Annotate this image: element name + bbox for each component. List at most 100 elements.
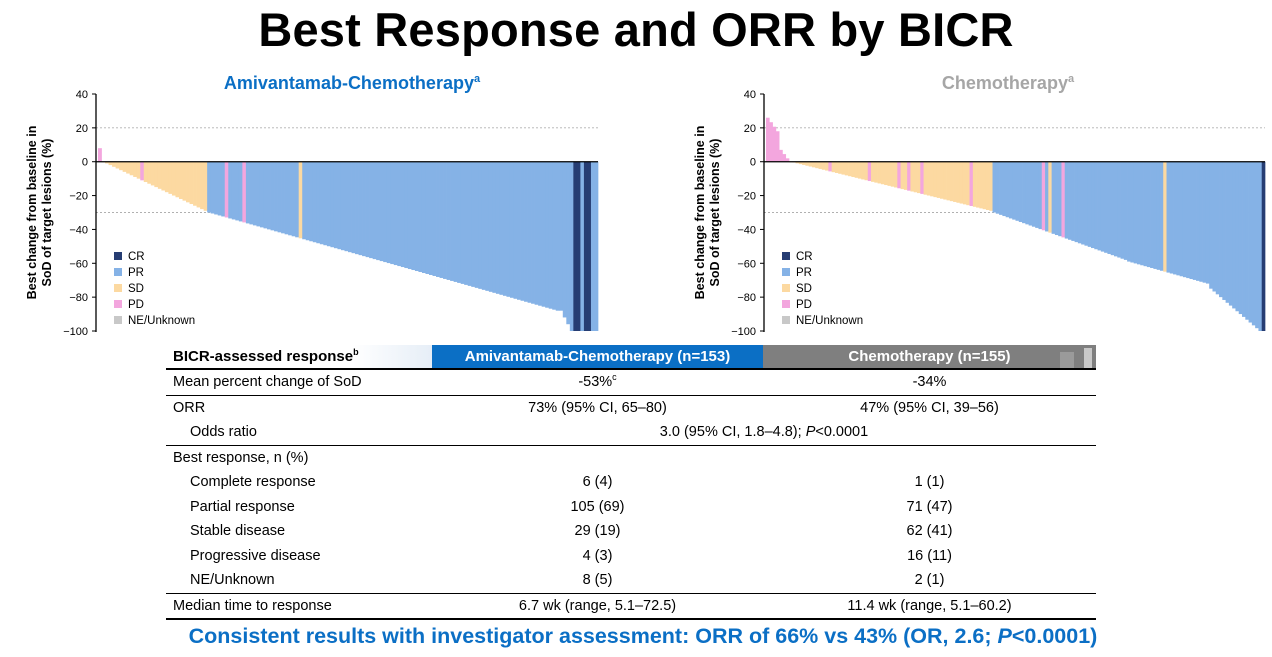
waterfall-bar (1015, 161, 1020, 221)
waterfall-bar (867, 161, 872, 182)
waterfall-bar (1012, 161, 1016, 220)
waterfall-bar (555, 161, 560, 311)
waterfall-bar (1045, 161, 1049, 232)
legend-swatch (782, 252, 790, 260)
waterfall-bar (1087, 161, 1092, 247)
waterfall-bar (531, 161, 535, 304)
waterfall-bar (1048, 161, 1052, 233)
waterfall-bar (231, 161, 236, 220)
waterfall-bar (376, 161, 381, 261)
legend-label: NE/Unknown (796, 315, 863, 327)
waterfall-bar (1153, 161, 1158, 269)
waterfall-bar (1146, 161, 1151, 268)
waterfall-bar (1176, 161, 1180, 276)
waterfall-bar (481, 161, 486, 290)
y-tick-label: −20 (69, 191, 88, 203)
y-tick-label: 40 (76, 89, 88, 101)
waterfall-bar (351, 161, 356, 254)
waterfall-bar (344, 161, 349, 252)
waterfall-bar (897, 161, 901, 189)
waterfall-bar (1189, 161, 1194, 280)
waterfall-bar (818, 161, 823, 169)
header-response-label: BICR-assessed responseb (166, 345, 432, 370)
cell-chemotherapy: 62 (41) (906, 523, 953, 539)
waterfall-bar (509, 161, 514, 298)
slide-title: Best Response and ORR by BICR (258, 3, 1014, 56)
waterfall-bar (411, 161, 416, 271)
waterfall-bar (203, 161, 208, 211)
waterfall-bar (851, 161, 855, 178)
cell-chemotherapy: 16 (11) (907, 547, 952, 564)
waterfall-bar (460, 161, 465, 284)
waterfall-bar (1064, 161, 1069, 239)
waterfall-bar (393, 161, 398, 266)
waterfall-bar (966, 161, 970, 206)
waterfall-bar (1005, 161, 1010, 218)
waterfall-bar (189, 161, 194, 205)
waterfall-bar (594, 161, 599, 331)
waterfall-bar (207, 161, 212, 213)
waterfall-bar (1008, 161, 1013, 219)
waterfall-bar (513, 161, 518, 299)
waterfall-bar (821, 161, 826, 170)
waterfall-bar (949, 161, 954, 202)
waterfall-bar (838, 161, 842, 174)
cell-amivantamab (432, 445, 763, 470)
waterfall-bar (1251, 161, 1256, 326)
waterfall-bar (1242, 161, 1246, 317)
waterfall-bar (453, 161, 458, 282)
waterfall-bar (880, 161, 885, 185)
waterfall-bar (989, 161, 993, 211)
response-table: BICR-assessed responseb Amivantamab-Chem… (166, 345, 1096, 620)
waterfall-bar (214, 161, 219, 215)
waterfall-bar (1035, 161, 1039, 228)
waterfall-bar (576, 161, 581, 331)
waterfall-bar (365, 161, 370, 258)
table-row: Stable disease 29 (19) 62 (41) (166, 519, 1096, 544)
waterfall-bar (245, 161, 250, 224)
waterfall-bar (848, 161, 852, 177)
waterfall-bar (1113, 161, 1118, 257)
y-tick-label: −60 (737, 258, 756, 270)
cell-chemotherapy (763, 445, 1096, 470)
waterfall-bar (1199, 161, 1203, 282)
y-tick-label: −100 (731, 326, 756, 338)
table-row: NE/Unknown 8 (5) 2 (1) (166, 568, 1096, 594)
waterfall-bar (802, 161, 806, 165)
waterfall-bar (355, 161, 359, 255)
waterfall-bar (348, 161, 352, 253)
waterfall-bar (467, 161, 472, 286)
waterfall-bar (1186, 161, 1190, 279)
waterfall-bar (785, 158, 790, 162)
waterfall-bar (238, 161, 243, 222)
waterfall-bar (362, 161, 366, 257)
waterfall-bar (386, 161, 391, 264)
waterfall-bar (443, 161, 447, 279)
waterfall-bar (1025, 161, 1029, 225)
waterfall-bar (492, 161, 497, 293)
waterfall-bar (122, 161, 127, 172)
waterfall-bar (263, 161, 268, 229)
legend-label: CR (796, 251, 813, 263)
row-label: Complete response (190, 474, 316, 490)
waterfall-bar (1074, 161, 1079, 243)
waterfall-bar (242, 161, 247, 223)
waterfall-bar (439, 161, 444, 278)
waterfall-bar (1120, 161, 1125, 259)
waterfall-bar (939, 161, 944, 199)
waterfall-bar (182, 161, 187, 201)
waterfall-bar (995, 161, 1000, 214)
waterfall-bar (795, 161, 800, 164)
waterfall-bar (161, 161, 166, 191)
waterfall-bar (587, 161, 592, 331)
waterfall-bar (400, 161, 405, 268)
waterfall-bar (291, 161, 296, 237)
waterfall-bar (1182, 161, 1187, 278)
waterfall-bar (772, 126, 777, 162)
waterfall-bar (527, 161, 532, 303)
waterfall-bar (1117, 161, 1121, 258)
waterfall-bar (923, 161, 928, 195)
waterfall-bar (979, 161, 984, 209)
waterfall-bar (309, 161, 314, 242)
waterfall-bar (414, 161, 419, 272)
